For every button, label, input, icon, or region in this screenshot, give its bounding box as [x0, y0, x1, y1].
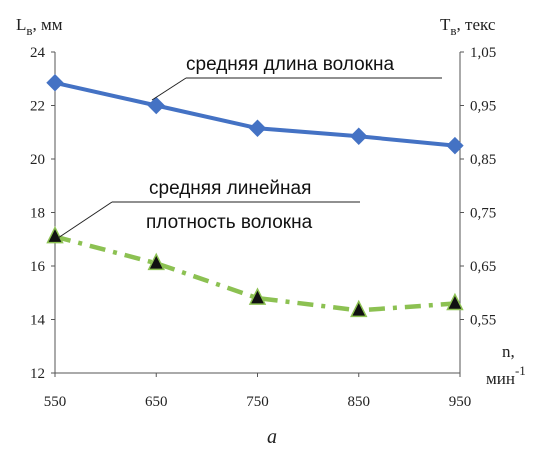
right-tick-label: 1,05	[470, 45, 496, 61]
left-tick-label: 20	[30, 152, 45, 168]
density-point	[350, 299, 368, 318]
left-tick-label: 14	[30, 313, 46, 329]
density-point	[446, 292, 464, 311]
right-tick-label: 0,65	[470, 259, 496, 275]
left-tick-label: 18	[30, 206, 45, 222]
annotation-density: средняя линейная плотность волокна	[57, 178, 360, 239]
right-tick-label: 0,55	[470, 313, 496, 329]
series-line-0	[54, 80, 456, 148]
x-axis-ticks: 550 650 750 850 950	[44, 373, 472, 410]
density-point	[147, 252, 165, 271]
right-tick-label: 0,85	[470, 152, 496, 168]
right-tick-label: 0,75	[470, 206, 496, 222]
length-point	[446, 136, 464, 155]
annotation-length: средняя длина волокна	[151, 54, 442, 101]
left-tick-label: 16	[30, 259, 46, 275]
x-axis-label: n,	[502, 342, 515, 361]
length-point	[350, 127, 368, 145]
x-tick-label: 850	[348, 394, 371, 410]
left-tick-label: 24	[30, 45, 46, 61]
series-markers	[46, 74, 464, 318]
annotation-length-text: средняя длина волокна	[186, 54, 394, 75]
x-tick-label: 650	[145, 394, 168, 410]
left-axis-ticks: 12 14 16 18 20 22 24	[30, 45, 55, 382]
left-tick-label: 22	[30, 99, 45, 115]
figure-caption: а	[267, 426, 277, 448]
annotation-density-line2: плотность волокна	[146, 212, 313, 233]
right-tick-label: 0,95	[470, 99, 496, 115]
right-axis-ticks: 0,55 0,65 0,75 0,85 0,95 1,05	[460, 45, 496, 329]
x-axis-unit: мин-1	[486, 363, 526, 388]
x-tick-label: 550	[44, 394, 67, 410]
x-tick-label: 950	[449, 394, 472, 410]
length-point	[147, 96, 165, 115]
length-point	[46, 74, 64, 92]
length-point	[248, 119, 267, 137]
left-tick-label: 12	[30, 366, 45, 382]
density-point	[248, 287, 267, 305]
left-axis-label: Lв, мм	[16, 15, 63, 38]
x-tick-label: 750	[246, 394, 269, 410]
density-point	[46, 225, 64, 244]
annotation-density-line1: средняя линейная	[149, 178, 311, 199]
right-axis-label: Tв, текс	[440, 15, 496, 38]
